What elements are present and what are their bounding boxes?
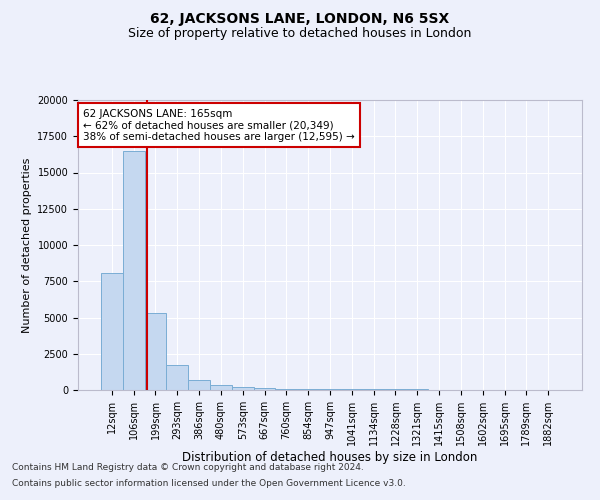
Bar [210, 385, 232, 390]
Bar [145, 313, 166, 390]
Text: Contains public sector information licensed under the Open Government Licence v3: Contains public sector information licen… [12, 478, 406, 488]
Text: 62 JACKSONS LANE: 165sqm
← 62% of detached houses are smaller (20,349)
38% of se: 62 JACKSONS LANE: 165sqm ← 62% of detach… [83, 108, 355, 142]
Bar [254, 388, 275, 390]
Y-axis label: Number of detached properties: Number of detached properties [22, 158, 32, 332]
Text: Contains HM Land Registry data © Crown copyright and database right 2024.: Contains HM Land Registry data © Crown c… [12, 464, 364, 472]
Bar [232, 387, 254, 390]
Text: 62, JACKSONS LANE, LONDON, N6 5SX: 62, JACKSONS LANE, LONDON, N6 5SX [151, 12, 449, 26]
Bar [123, 151, 145, 390]
Bar [188, 380, 210, 390]
X-axis label: Distribution of detached houses by size in London: Distribution of detached houses by size … [182, 451, 478, 464]
Bar [297, 389, 319, 390]
Bar [166, 366, 188, 390]
Bar [275, 388, 297, 390]
Text: Size of property relative to detached houses in London: Size of property relative to detached ho… [128, 28, 472, 40]
Bar [101, 272, 123, 390]
Bar [319, 389, 341, 390]
